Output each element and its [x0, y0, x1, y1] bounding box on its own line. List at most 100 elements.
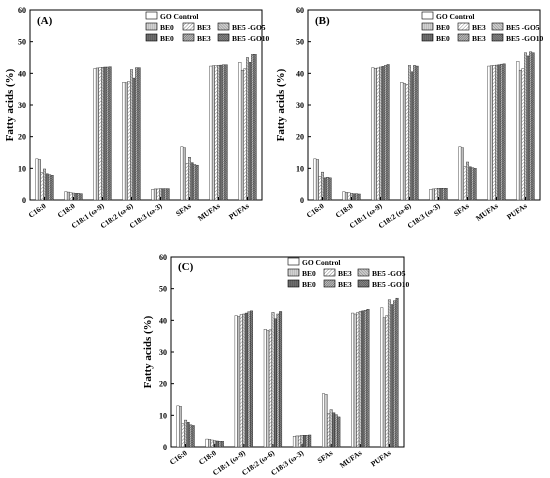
bar-pufas-s0: [380, 307, 384, 448]
legend-label-be0-b: BE0: [436, 34, 450, 43]
bar-c16-0-s4: [323, 177, 327, 201]
y-tick-label: 30: [296, 101, 304, 110]
y-tick-label: 30: [18, 101, 26, 110]
bar-c18-0-s5: [218, 441, 222, 448]
bar-c16-0-s6: [191, 425, 195, 448]
y-tick-label: 40: [18, 69, 26, 78]
bar-c18-3-3-s1: [431, 188, 435, 201]
legend-label-be5-go10: BE5 -GO10: [506, 34, 544, 43]
bar-c18-3-3-s4: [303, 435, 307, 448]
legend-label-be0-a: BE0: [160, 23, 174, 32]
bar-c16-0-s3: [184, 419, 188, 448]
bar-mufas-s0: [487, 65, 491, 201]
bar-c18-1-9-s6: [108, 66, 112, 201]
legend-swatch-be0-b: [421, 33, 434, 42]
bar-c16-0-s0: [35, 158, 39, 201]
y-tick-label: 10: [18, 164, 26, 173]
bar-c18-1-9-s3: [379, 66, 382, 201]
bar-sfas-s2: [463, 166, 467, 201]
bar-c18-1-9-s0: [93, 68, 97, 201]
bar-c18-2-6-s3: [271, 312, 275, 448]
legend-swatch-be5-go5: [217, 22, 230, 31]
bar-c16-0-s3: [321, 171, 324, 201]
bar-c16-0-s4: [186, 422, 190, 448]
panel-b-legend: GO Control BE0 BE3 BE5 -GO5 BE0 BE3 BE5 …: [421, 11, 544, 43]
y-tick-label: 60: [296, 6, 304, 15]
bar-c16-0-s4: [45, 173, 49, 201]
bar-c18-0-s1: [66, 191, 70, 201]
legend-swatch-be5-go10: [217, 33, 230, 42]
bar-c18-0-s2: [210, 439, 214, 448]
bar-sfas-s3: [466, 161, 469, 201]
x-tick-label: SFAs: [174, 201, 193, 218]
bar-mufas-s4: [361, 310, 365, 448]
x-tick-label: PUFAs: [369, 448, 393, 468]
legend-swatch-be3-b: [457, 33, 470, 42]
bar-pufas-s4: [526, 55, 530, 201]
bar-c18-2-6-s3: [408, 65, 411, 201]
bar-c16-0-s5: [189, 424, 193, 448]
bar-sfas-s5: [471, 167, 475, 201]
bar-sfas-s2: [185, 163, 189, 201]
bar-mufas-s2: [214, 65, 218, 201]
bar-c18-1-9-s2: [239, 314, 243, 448]
y-tick-label: 0: [300, 196, 304, 205]
x-tick-label: C16:0: [27, 201, 48, 220]
bar-sfas-s6: [473, 168, 477, 201]
legend-swatch-be3-a: [457, 22, 470, 31]
y-tick-label: 30: [159, 348, 167, 357]
legend-swatch-be0-a: [421, 22, 434, 31]
legend-label-be3-b: BE3: [472, 34, 486, 43]
bar-c16-0-s2: [181, 423, 185, 448]
bar-sfas-s4: [468, 166, 472, 201]
bar-c18-0-s5: [77, 193, 81, 201]
legend-swatch-be0-b: [287, 279, 300, 288]
bar-c18-2-6-s0: [263, 329, 267, 448]
y-tick-label: 50: [159, 285, 167, 294]
bar-sfas-s4: [332, 412, 336, 448]
bar-sfas-s5: [193, 164, 197, 201]
bar-c16-0-s0: [176, 405, 180, 448]
panel-c-label: (C): [178, 261, 194, 273]
bar-sfas-s1: [460, 147, 464, 201]
y-tick-label: 60: [18, 6, 26, 15]
bar-c18-2-6-s4: [410, 71, 414, 201]
bar-c16-0-s1: [178, 406, 182, 448]
panel-a-chart: Fatty acids (%) (A) GO Control BE0 BE3 B…: [4, 6, 270, 230]
bar-mufas-s5: [222, 64, 226, 201]
legend-swatch-be3-b: [323, 279, 336, 288]
legend-label-go-control: GO Control: [436, 12, 474, 21]
legend-swatch-be5-go5: [491, 22, 504, 31]
bar-c18-0-s1: [344, 192, 348, 201]
bar-pufas-s6: [253, 54, 257, 201]
legend-label-be5-go5: BE5 -GO5: [506, 23, 540, 32]
bar-c18-1-9-s3: [101, 67, 104, 201]
bar-pufas-s2: [521, 68, 525, 201]
bar-c18-3-3-s2: [156, 188, 160, 201]
bar-sfas-s0: [322, 393, 326, 448]
bar-c18-1-9-s1: [237, 316, 241, 448]
panel-c-legend: GO Control BE0 BE3 BE5 -GO5 BE0 BE3 BE5 …: [287, 257, 410, 289]
x-tick-label: C18:0: [56, 201, 77, 220]
bar-c18-0-s2: [69, 192, 73, 201]
bar-c16-0-s1: [315, 159, 319, 201]
x-tick-label: C18:3 (ω-3): [269, 448, 306, 477]
legend-swatch-go-control: [287, 257, 300, 266]
bar-mufas-s0: [351, 312, 355, 448]
x-tick-label: C16:0: [305, 201, 326, 220]
x-tick-label: C18:3 (ω-3): [128, 201, 165, 230]
bar-c18-2-6-s5: [413, 65, 417, 201]
bar-sfas-s1: [324, 394, 328, 448]
x-tick-label: SFAs: [452, 201, 471, 218]
bar-c18-1-9-s0: [371, 67, 375, 201]
legend-label-be3-a: BE3: [472, 23, 486, 32]
bar-pufas-s1: [382, 317, 386, 448]
bar-pufas-s5: [393, 300, 397, 448]
bar-c18-0-s0: [64, 191, 68, 201]
bar-c18-3-3-s1: [295, 435, 299, 448]
y-tick-label: 20: [159, 380, 167, 389]
y-tick-label: 40: [159, 316, 167, 325]
bar-mufas-s0: [209, 65, 213, 201]
legend-swatch-be5-go5: [357, 268, 370, 277]
legend-swatch-be3-a: [182, 22, 195, 31]
